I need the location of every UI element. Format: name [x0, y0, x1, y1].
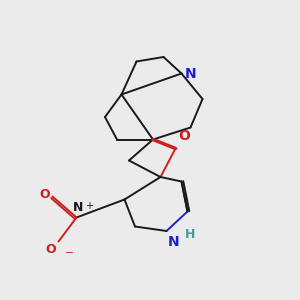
Text: +: +: [85, 201, 93, 211]
Text: N: N: [73, 201, 83, 214]
Text: −: −: [65, 248, 74, 258]
Text: N: N: [185, 67, 197, 81]
Text: O: O: [40, 188, 50, 202]
Text: N: N: [168, 236, 180, 250]
Text: O: O: [178, 129, 190, 143]
Text: H: H: [185, 227, 196, 241]
Text: O: O: [46, 243, 56, 256]
